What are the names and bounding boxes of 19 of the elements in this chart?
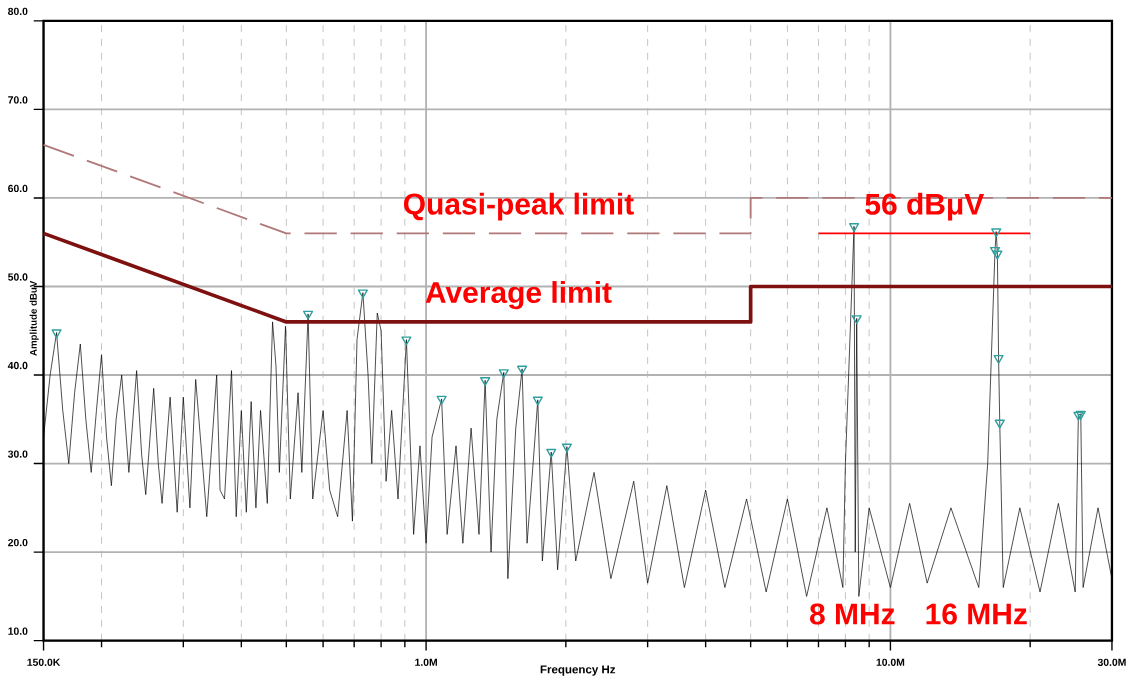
x-axis-title: Frequency Hz (540, 665, 616, 676)
series-label: Quasi-peak limit (403, 192, 634, 221)
x-tick-label: 150.0K (27, 658, 61, 666)
y-tick-label: 20.0 (8, 538, 28, 547)
series-label: Average limit (425, 280, 612, 309)
y-tick-label: 30.0 (7, 450, 28, 458)
series-label: 56 dBμV (865, 192, 985, 221)
y-tick-label: 60.0 (8, 184, 28, 192)
y-tick-label: 40.0 (7, 361, 28, 369)
x-tick-label: 10.0M (876, 658, 905, 666)
y-tick-label: 10.0 (8, 627, 28, 635)
y-tick-label: 70.0 (8, 96, 28, 104)
y-tick-label: 80.0 (8, 7, 28, 15)
annotation: 16 MHz (926, 603, 1027, 625)
y-axis-title: Amplitude dBuV (29, 280, 39, 356)
y-tick-label: 50.0 (8, 273, 28, 281)
x-tick-label: 1.0M (415, 658, 437, 666)
x-tick-label: 30.0M (1097, 658, 1126, 666)
annotation: 8 MHz (809, 603, 895, 625)
